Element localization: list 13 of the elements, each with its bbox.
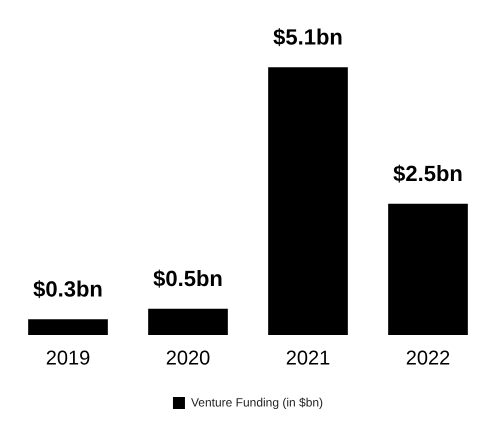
x-tick-label: 2020 [166,348,210,370]
bar [148,308,228,335]
data-label: $5.1bn [273,24,343,50]
data-label: $2.5bn [393,160,463,186]
x-tick-label: 2021 [286,348,330,370]
legend-label: Venture Funding (in $bn) [190,395,324,410]
data-label: $0.3bn [33,276,103,302]
x-tick-label: 2022 [406,348,450,370]
bar [388,204,468,335]
bar [268,67,348,335]
bar [28,319,108,335]
data-label: $0.5bn [153,266,223,291]
x-tick-label: 2019 [46,348,90,370]
